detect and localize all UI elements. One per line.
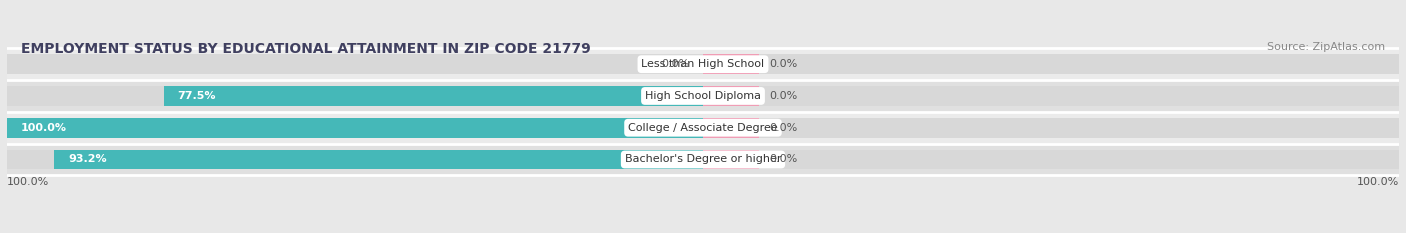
Bar: [703, 118, 1399, 137]
Bar: [703, 86, 1399, 106]
Text: High School Diploma: High School Diploma: [645, 91, 761, 101]
Text: 0.0%: 0.0%: [769, 154, 797, 164]
Bar: [7, 48, 1399, 80]
Bar: [703, 118, 759, 137]
Bar: [7, 80, 1399, 112]
Text: 100.0%: 100.0%: [1357, 177, 1399, 187]
Bar: [7, 54, 703, 74]
Legend: In Labor Force, Unemployed: In Labor Force, Unemployed: [598, 230, 808, 233]
Bar: [7, 150, 703, 169]
Text: 100.0%: 100.0%: [7, 177, 49, 187]
Bar: [7, 118, 703, 137]
Text: 0.0%: 0.0%: [769, 123, 797, 133]
Text: 0.0%: 0.0%: [769, 91, 797, 101]
Text: 0.0%: 0.0%: [769, 59, 797, 69]
Bar: [163, 86, 703, 106]
Bar: [703, 86, 759, 106]
Bar: [7, 86, 703, 106]
Text: Less than High School: Less than High School: [641, 59, 765, 69]
Bar: [703, 150, 759, 169]
Bar: [7, 112, 1399, 144]
Bar: [55, 150, 703, 169]
Text: College / Associate Degree: College / Associate Degree: [628, 123, 778, 133]
Text: EMPLOYMENT STATUS BY EDUCATIONAL ATTAINMENT IN ZIP CODE 21779: EMPLOYMENT STATUS BY EDUCATIONAL ATTAINM…: [21, 42, 591, 56]
Text: 0.0%: 0.0%: [661, 59, 689, 69]
Bar: [7, 118, 703, 137]
Text: Bachelor's Degree or higher: Bachelor's Degree or higher: [624, 154, 782, 164]
Text: Source: ZipAtlas.com: Source: ZipAtlas.com: [1267, 42, 1385, 52]
Bar: [703, 150, 1399, 169]
Text: 100.0%: 100.0%: [21, 123, 67, 133]
Bar: [7, 144, 1399, 175]
Text: 93.2%: 93.2%: [69, 154, 107, 164]
Bar: [703, 54, 1399, 74]
Bar: [703, 54, 759, 74]
Text: 77.5%: 77.5%: [177, 91, 217, 101]
